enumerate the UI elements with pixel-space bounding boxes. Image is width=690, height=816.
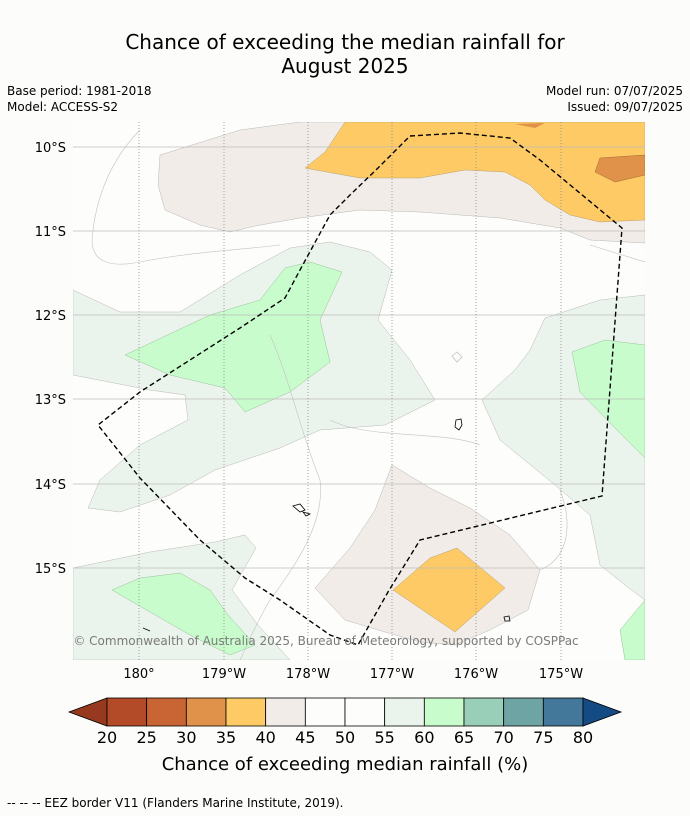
model-run: Model run: 07/07/2025 [545,84,683,98]
copyright-notice: © Commonwealth of Australia 2025, Bureau… [73,634,578,648]
base-period: Base period: 1981-2018 [7,84,152,98]
title-line-2: August 2025 [281,54,409,78]
island-6 [451,351,463,363]
lon-labels: 180° 179°W 178°W 177°W 176°W 175°W [123,667,583,682]
colorbar-tick-label: 25 [136,728,156,747]
island-4 [503,615,511,622]
meta-right: Model run: 07/07/2025 Issued: 09/07/2025 [546,83,683,115]
colorbar-tick-label: 75 [533,728,553,747]
title-line-1: Chance of exceeding the median rainfall … [125,30,565,54]
colorbar-extend-over [582,697,623,727]
lat-label: 13°S [35,393,66,408]
colorbar-swatch [146,697,187,727]
lon-label: 177°W [370,667,414,682]
lon-label: 179°W [202,667,246,682]
lat-label: 12°S [35,309,66,324]
lon-label: 176°W [454,667,498,682]
eez-legend: -- -- -- EEZ border V11 (Flanders Marine… [7,796,344,810]
colorbar-swatch [185,697,227,727]
issued-date: Issued: 09/07/2025 [567,100,683,114]
model-name: Model: ACCESS-S2 [7,100,119,114]
lat-label: 10°S [35,141,66,156]
colorbar-tick-label: 20 [97,728,117,747]
colorbar-extend-under [67,697,108,727]
contour-region-60-65-southwest [111,572,256,656]
contour-region-30-35-north [594,154,645,183]
colorbar-tick-label: 55 [374,728,394,747]
island-2 [292,503,306,513]
colorbar-swatch [503,697,544,727]
meta-left: Base period: 1981-2018 Model: ACCESS-S2 [7,83,152,115]
contour-region-30-35-top [515,123,545,128]
island-1 [454,418,463,431]
lat-label: 11°S [35,225,66,240]
lat-label: 15°S [35,562,66,577]
contour-lines [91,129,645,660]
colorbar-swatch [106,697,148,727]
island-3 [301,511,312,517]
colorbar-swatch [463,697,505,727]
colorbar-swatch [344,697,386,727]
lon-label: 175°W [539,667,583,682]
island-5 [142,627,151,632]
colorbar-ticks: 20 25 30 35 40 45 50 55 60 65 70 75 80 [97,728,593,747]
colorbar-swatch [542,697,584,727]
colorbar-tick-label: 30 [176,728,196,747]
contour-region-60-65-west [124,261,343,413]
map-panel: © Commonwealth of Australia 2025, Bureau… [73,122,645,660]
colorbar [67,697,623,727]
colorbar-swatch [265,697,306,727]
colorbar-tick-label: 65 [454,728,474,747]
islands [142,351,511,632]
eez-border [97,132,623,646]
colorbar-swatch [304,697,346,727]
colorbar-tick-label: 50 [335,728,355,747]
colorbar-title: Chance of exceeding median rainfall (%) [162,754,529,775]
lat-label: 14°S [35,478,66,493]
colorbar-swatch [384,697,425,727]
lat-labels: 10°S 11°S 12°S 13°S 14°S 15°S [35,141,66,577]
lon-label: 180° [123,667,154,682]
lat-gridlines [73,146,645,569]
contour-region-60-65-southeast [619,599,645,660]
colorbar-tick-label: 40 [255,728,275,747]
colorbar-swatch [225,697,267,727]
map-title: Chance of exceeding the median rainfall … [0,30,690,78]
colorbar-tick-label: 70 [493,728,513,747]
colorbar-tick-label: 80 [573,728,593,747]
colorbar-tick-label: 60 [414,728,434,747]
colorbar-swatch [423,697,465,727]
colorbar-tick-label: 45 [295,728,315,747]
colorbar-tick-label: 35 [216,728,236,747]
lon-label: 178°W [286,667,330,682]
